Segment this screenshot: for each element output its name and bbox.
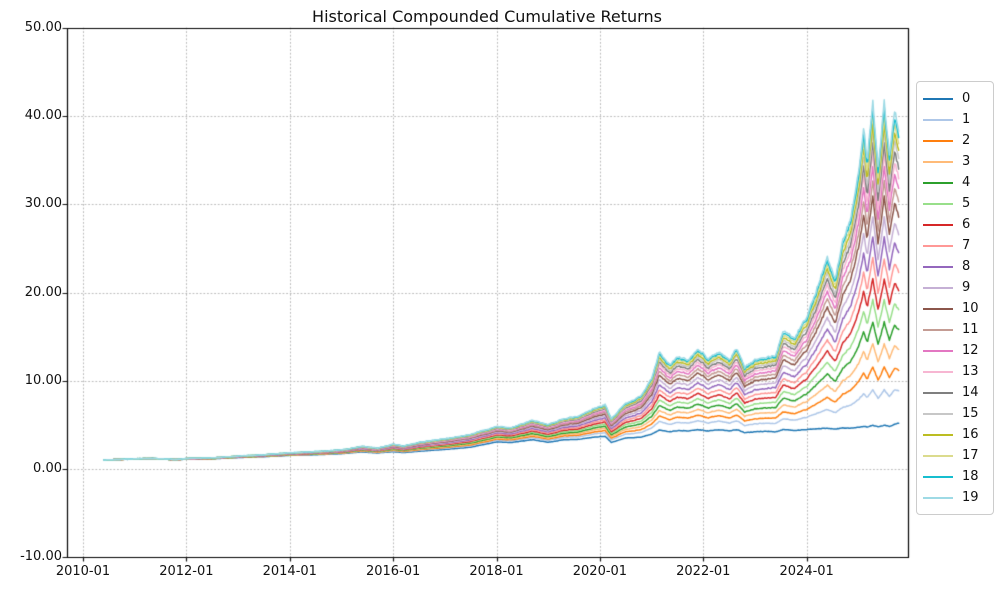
legend-item-label: 6 xyxy=(962,217,971,232)
legend-swatch-line xyxy=(923,97,953,100)
legend-swatch-line xyxy=(923,370,953,373)
y-tick-label: 40.00 xyxy=(24,108,62,124)
chart-title: Historical Compounded Cumulative Returns xyxy=(312,7,662,26)
legend-item-label: 10 xyxy=(962,301,979,316)
legend-item: 16 xyxy=(917,424,993,445)
y-tick-label: 0.00 xyxy=(33,460,62,476)
legend-item-label: 18 xyxy=(962,469,979,484)
y-tick-label: 10.00 xyxy=(24,372,62,388)
legend-item-label: 2 xyxy=(962,133,971,148)
legend-item: 7 xyxy=(917,235,993,256)
legend-item: 10 xyxy=(917,298,993,319)
y-tick-label: 30.00 xyxy=(24,196,62,212)
legend-box: 0 1 2 3 4 5 6 7 8 9 10 11 12 13 14 15 16 17 18 19 xyxy=(916,81,994,515)
legend-swatch-line xyxy=(923,349,953,352)
legend-item-label: 13 xyxy=(962,364,979,379)
legend-swatch-line xyxy=(923,286,953,289)
x-tick-label: 2014-01 xyxy=(262,564,317,579)
legend-item-label: 19 xyxy=(962,490,979,505)
legend-swatch-line xyxy=(923,139,953,142)
legend-swatch-line xyxy=(923,160,953,163)
legend-swatch-line xyxy=(923,433,953,436)
legend-item: 19 xyxy=(917,487,993,508)
legend-item: 5 xyxy=(917,193,993,214)
legend-item: 12 xyxy=(917,340,993,361)
legend-item: 14 xyxy=(917,382,993,403)
legend-item: 13 xyxy=(917,361,993,382)
legend-item-label: 14 xyxy=(962,385,979,400)
legend-item: 6 xyxy=(917,214,993,235)
legend-item: 3 xyxy=(917,151,993,172)
legend-item-label: 9 xyxy=(962,280,971,295)
y-tick-label: 20.00 xyxy=(24,284,62,300)
x-tick-label: 2010-01 xyxy=(55,564,111,579)
legend-item: 2 xyxy=(917,130,993,151)
legend-swatch-line xyxy=(923,328,953,331)
legend-item-label: 11 xyxy=(962,322,979,337)
y-tick-label: 50.00 xyxy=(24,20,62,35)
legend-swatch-line xyxy=(923,244,953,247)
legend-swatch-line xyxy=(923,412,953,415)
x-tick-label: 2018-01 xyxy=(469,564,524,579)
x-tick-label: 2012-01 xyxy=(159,564,214,579)
x-tick-label: 2016-01 xyxy=(365,564,421,579)
legend-swatch-line xyxy=(923,118,953,121)
legend-item-label: 12 xyxy=(962,343,979,358)
legend-swatch-line xyxy=(923,475,953,478)
legend-item-label: 5 xyxy=(962,196,971,211)
legend-item-label: 17 xyxy=(962,448,979,463)
legend-item-label: 7 xyxy=(962,238,971,253)
legend-item: 11 xyxy=(917,319,993,340)
legend-item-label: 15 xyxy=(962,406,979,421)
legend-item-label: 1 xyxy=(962,112,971,127)
y-tick-label: -10.00 xyxy=(20,549,62,564)
legend-swatch-line xyxy=(923,307,953,310)
legend-item-label: 0 xyxy=(962,91,971,106)
legend-item: 9 xyxy=(917,277,993,298)
legend-item-label: 3 xyxy=(962,154,971,169)
legend-swatch-line xyxy=(923,391,953,394)
legend-item-label: 4 xyxy=(962,175,971,190)
x-tick-label: 2024-01 xyxy=(779,564,834,579)
legend-item: 17 xyxy=(917,445,993,466)
legend-item: 8 xyxy=(917,256,993,277)
legend-item: 15 xyxy=(917,403,993,424)
legend-item-label: 8 xyxy=(962,259,971,274)
x-tick-label: 2022-01 xyxy=(676,564,731,579)
legend-swatch-line xyxy=(923,223,953,226)
legend-item: 18 xyxy=(917,466,993,487)
legend-swatch-line xyxy=(923,496,953,499)
legend-swatch-line xyxy=(923,202,953,205)
legend-swatch-line xyxy=(923,181,953,184)
legend-swatch-line xyxy=(923,454,953,457)
x-tick-label: 2020-01 xyxy=(572,564,628,579)
legend-item: 1 xyxy=(917,109,993,130)
legend-swatch-line xyxy=(923,265,953,268)
legend-item-label: 16 xyxy=(962,427,979,442)
legend-item: 4 xyxy=(917,172,993,193)
legend-item: 0 xyxy=(917,88,993,109)
